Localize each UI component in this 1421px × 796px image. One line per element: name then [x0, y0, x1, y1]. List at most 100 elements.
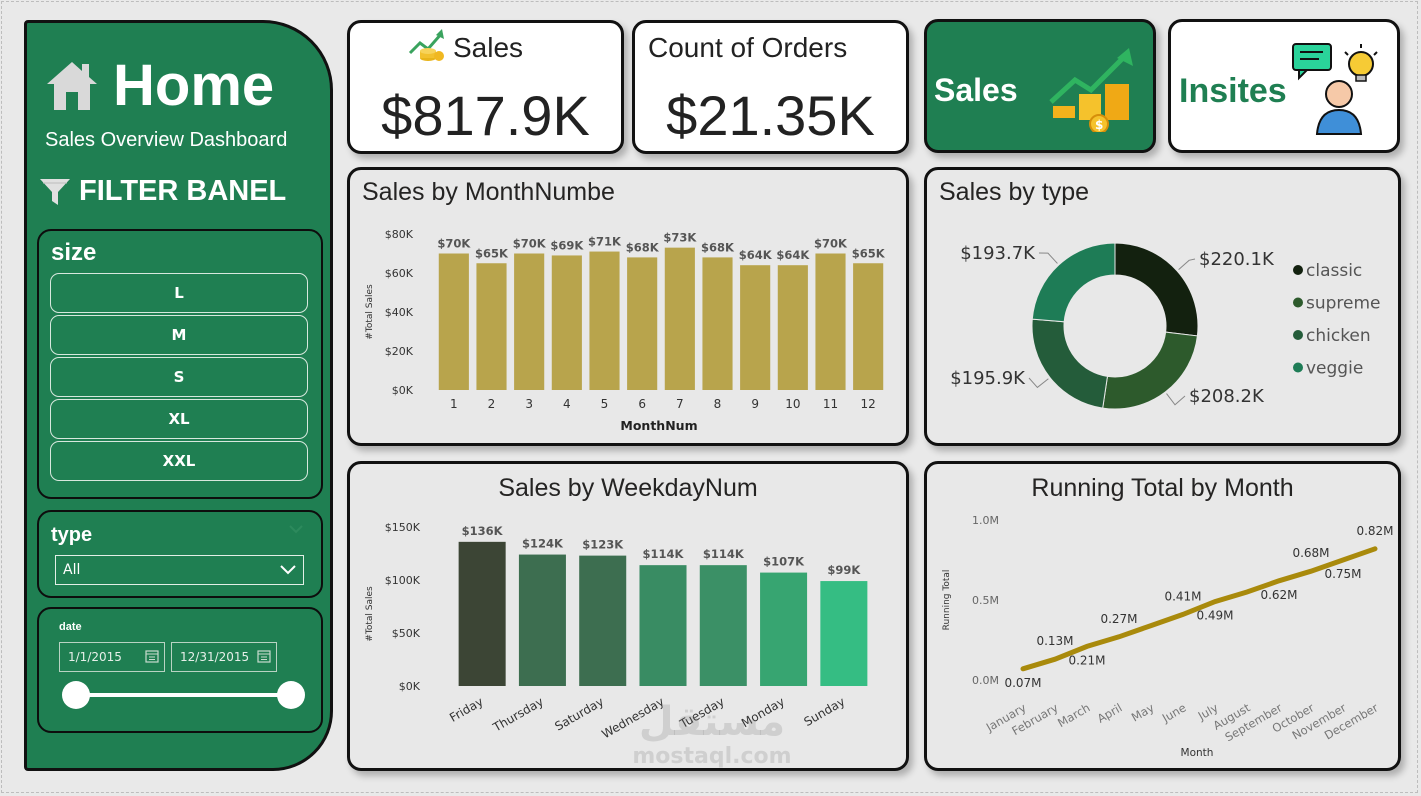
data-label: $220.1K: [1199, 249, 1275, 270]
size-option-m[interactable]: M: [50, 315, 308, 355]
y-tick-label: 0.5M: [972, 594, 999, 607]
data-label: $71K: [588, 235, 622, 249]
bar: [639, 565, 687, 686]
size-slicer: size L M S XL XXL: [37, 229, 323, 499]
data-label: $114K: [703, 547, 745, 561]
y-axis-label: #Total Sales: [365, 586, 375, 642]
sales-by-weekday-panel: Sales by WeekdayNum $0K $50K $100K $150K #To…: [347, 461, 909, 771]
sales-page-button[interactable]: Sales $: [924, 19, 1156, 153]
legend-marker: [1293, 297, 1303, 308]
x-axis-label: Month: [1181, 747, 1214, 759]
legend-item: supreme: [1306, 294, 1381, 314]
bar: [664, 247, 695, 390]
y-tick-label: $40K: [385, 306, 414, 319]
legend-item: veggie: [1306, 359, 1363, 379]
home-header[interactable]: Home: [45, 57, 274, 115]
sales-by-month-title: Sales by MonthNumbe: [362, 178, 615, 206]
bar: [777, 265, 808, 390]
bar: [760, 572, 808, 686]
svg-text:$: $: [1095, 118, 1103, 132]
y-tick-label: $60K: [385, 267, 414, 280]
x-tick-label: 5: [601, 397, 609, 411]
end-date-value: 12/31/2015: [180, 650, 250, 664]
sales-by-type-title: Sales by type: [939, 178, 1090, 206]
sales-kpi-value: $817.9K: [381, 84, 590, 147]
data-label: 0.75M: [1324, 567, 1361, 581]
size-slicer-title: size: [51, 239, 97, 266]
sales-kpi-label: Sales: [453, 32, 524, 63]
x-tick-label: 8: [714, 397, 722, 411]
x-tick-label: 9: [751, 397, 759, 411]
data-label: $68K: [626, 240, 660, 254]
sales-kpi-card: Sales $817.9K: [347, 20, 624, 154]
start-date-input[interactable]: 1/1/2015: [59, 642, 165, 672]
data-label: 0.68M: [1292, 546, 1329, 560]
data-label: $195.9K: [950, 368, 1026, 389]
x-tick-label: Friday: [447, 694, 486, 724]
insites-page-button[interactable]: Insites: [1168, 19, 1400, 153]
y-tick-label: $80K: [385, 228, 414, 241]
bar: [438, 253, 469, 390]
data-label: 0.62M: [1260, 588, 1297, 602]
sales-by-weekday-title: Sales by WeekdayNum: [498, 474, 758, 502]
orders-kpi-value: $21.35K: [666, 84, 875, 147]
y-tick-label: $0K: [392, 384, 414, 397]
y-tick-label: 1.0M: [972, 514, 999, 527]
date-range-end-handle[interactable]: [277, 681, 305, 709]
coins-growth-icon: $: [1049, 48, 1133, 132]
orders-kpi-label: Count of Orders: [648, 32, 848, 63]
date-range-start-handle[interactable]: [62, 681, 90, 709]
data-label: $68K: [701, 240, 735, 254]
y-tick-label: $0K: [399, 680, 421, 693]
size-option-xl[interactable]: XL: [50, 399, 308, 439]
end-date-input[interactable]: 12/31/2015: [171, 642, 277, 672]
running-total-line: [1020, 546, 1378, 672]
data-label: $99K: [827, 563, 861, 577]
data-label: $208.2K: [1189, 386, 1265, 407]
data-label: $64K: [739, 248, 773, 262]
donut-slice: [1031, 318, 1109, 409]
slicer-collapse-icon[interactable]: [289, 524, 303, 534]
size-option-l[interactable]: L: [50, 273, 308, 313]
bar: [514, 253, 545, 390]
data-label: $65K: [852, 246, 886, 260]
idea-person-icon: [1292, 43, 1378, 135]
x-tick-label: 11: [823, 397, 838, 411]
data-label: $123K: [582, 538, 624, 552]
data-label: $70K: [513, 237, 547, 251]
date-range-track[interactable]: [77, 693, 293, 697]
running-total-panel: Running Total by Month 0.0M 0.5M 1.0M Runni…: [924, 461, 1401, 771]
x-tick-label: June: [1159, 700, 1189, 725]
type-dropdown[interactable]: All: [55, 555, 304, 585]
x-tick-label: Saturday: [552, 694, 606, 733]
filter-panel-title: FILTER BANEL: [79, 175, 287, 207]
y-axis-label: Running Total: [942, 570, 952, 631]
bar: [702, 257, 733, 390]
size-option-s[interactable]: S: [50, 357, 308, 397]
x-tick-label: 6: [638, 397, 646, 411]
y-tick-label: 0.0M: [972, 674, 999, 687]
watermark-arabic: مستقل: [638, 699, 786, 745]
data-label: $65K: [475, 246, 509, 260]
y-tick-label: $150K: [385, 521, 421, 534]
calendar-icon[interactable]: [145, 649, 159, 663]
data-label: $64K: [776, 248, 810, 262]
size-option-xxl[interactable]: XXL: [50, 441, 308, 481]
data-label: 0.49M: [1196, 609, 1233, 623]
sales-by-weekday-chart: $0K $50K $100K $150K #Total Sales $136K Friday…: [365, 521, 868, 741]
data-label: $69K: [550, 238, 584, 252]
bar: [518, 554, 566, 686]
orders-kpi-card: Count of Orders $21.35K: [632, 20, 909, 154]
donut-slice: [1031, 242, 1116, 323]
leader-line: [1166, 393, 1186, 406]
data-label: 0.27M: [1100, 612, 1137, 626]
data-label: $193.7K: [960, 243, 1036, 264]
sales-by-month-chart: $0K $20K $40K $60K $80K #Total Sales $70K 1 $65K…: [365, 228, 886, 433]
start-date-value: 1/1/2015: [68, 650, 122, 664]
x-tick-label: April: [1095, 700, 1125, 725]
bar: [551, 255, 582, 390]
bar: [579, 555, 627, 686]
calendar-icon[interactable]: [257, 649, 271, 663]
type-slicer-title: type: [51, 524, 93, 546]
